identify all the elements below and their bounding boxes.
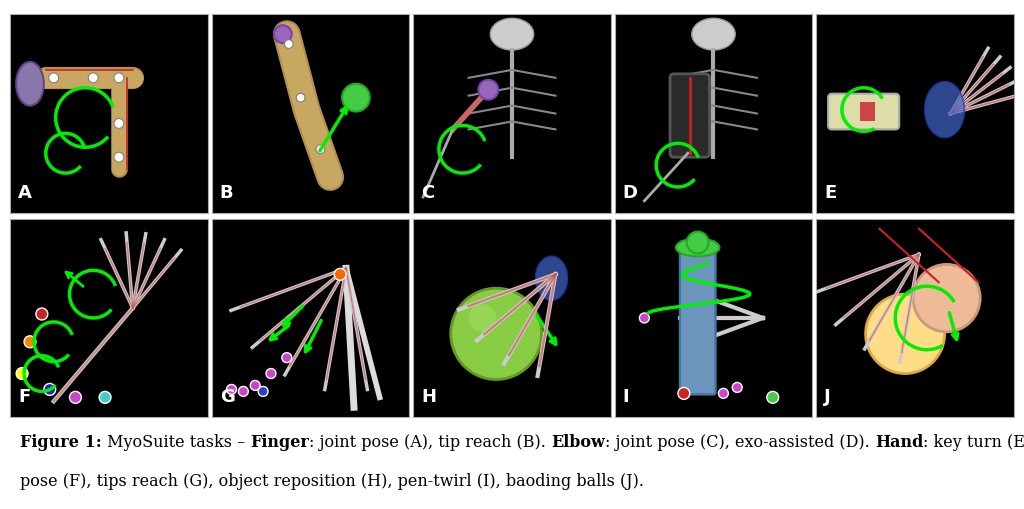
Text: I: I — [623, 387, 630, 406]
FancyBboxPatch shape — [680, 242, 716, 394]
Circle shape — [469, 304, 497, 332]
Ellipse shape — [16, 63, 44, 106]
Circle shape — [639, 314, 649, 323]
Circle shape — [44, 384, 55, 395]
Circle shape — [114, 153, 124, 163]
Text: MyoSuite tasks –: MyoSuite tasks – — [102, 433, 251, 450]
FancyBboxPatch shape — [680, 242, 716, 394]
Circle shape — [25, 336, 36, 348]
FancyBboxPatch shape — [828, 95, 899, 130]
Circle shape — [49, 74, 58, 83]
Circle shape — [678, 388, 690, 400]
Circle shape — [478, 80, 498, 100]
Circle shape — [316, 146, 325, 154]
Text: H: H — [421, 387, 436, 406]
Circle shape — [451, 289, 542, 380]
Text: J: J — [824, 387, 830, 406]
Circle shape — [342, 84, 370, 112]
Text: : joint pose (C), exo-assisted (D).: : joint pose (C), exo-assisted (D). — [605, 433, 874, 450]
Circle shape — [732, 383, 742, 392]
Ellipse shape — [925, 82, 965, 138]
Ellipse shape — [490, 19, 534, 51]
Text: D: D — [623, 184, 638, 202]
Text: E: E — [824, 184, 837, 202]
Circle shape — [266, 369, 275, 379]
Circle shape — [334, 269, 346, 280]
Text: : key turn (E), joint: : key turn (E), joint — [924, 433, 1024, 450]
Ellipse shape — [676, 239, 720, 257]
Circle shape — [36, 308, 48, 320]
Circle shape — [687, 232, 709, 254]
Ellipse shape — [692, 19, 735, 51]
Circle shape — [258, 387, 268, 397]
Circle shape — [285, 41, 293, 49]
Circle shape — [865, 295, 944, 374]
Circle shape — [114, 119, 124, 129]
Circle shape — [913, 265, 980, 332]
Bar — [860, 102, 876, 122]
Text: Finger: Finger — [251, 433, 309, 450]
Circle shape — [16, 368, 28, 380]
Text: : joint pose (A), tip reach (B).: : joint pose (A), tip reach (B). — [309, 433, 551, 450]
Circle shape — [239, 387, 248, 397]
Circle shape — [250, 381, 260, 390]
FancyBboxPatch shape — [670, 75, 710, 158]
Circle shape — [296, 94, 305, 103]
Circle shape — [99, 391, 111, 404]
Text: B: B — [219, 184, 233, 202]
Circle shape — [226, 385, 237, 394]
Text: Figure 1:: Figure 1: — [20, 433, 102, 450]
Text: A: A — [18, 184, 32, 202]
Circle shape — [70, 391, 81, 404]
Text: C: C — [421, 184, 434, 202]
Text: F: F — [18, 387, 31, 406]
Ellipse shape — [274, 26, 292, 44]
Circle shape — [114, 74, 124, 83]
Circle shape — [767, 391, 778, 404]
Circle shape — [282, 353, 292, 363]
Circle shape — [719, 389, 728, 399]
Text: G: G — [219, 387, 234, 406]
Circle shape — [88, 74, 98, 83]
Ellipse shape — [536, 257, 567, 300]
Text: Elbow: Elbow — [551, 433, 605, 450]
Text: Hand: Hand — [874, 433, 924, 450]
Text: pose (F), tips reach (G), object reposition (H), pen-twirl (I), baoding balls (J: pose (F), tips reach (G), object reposit… — [20, 472, 644, 489]
